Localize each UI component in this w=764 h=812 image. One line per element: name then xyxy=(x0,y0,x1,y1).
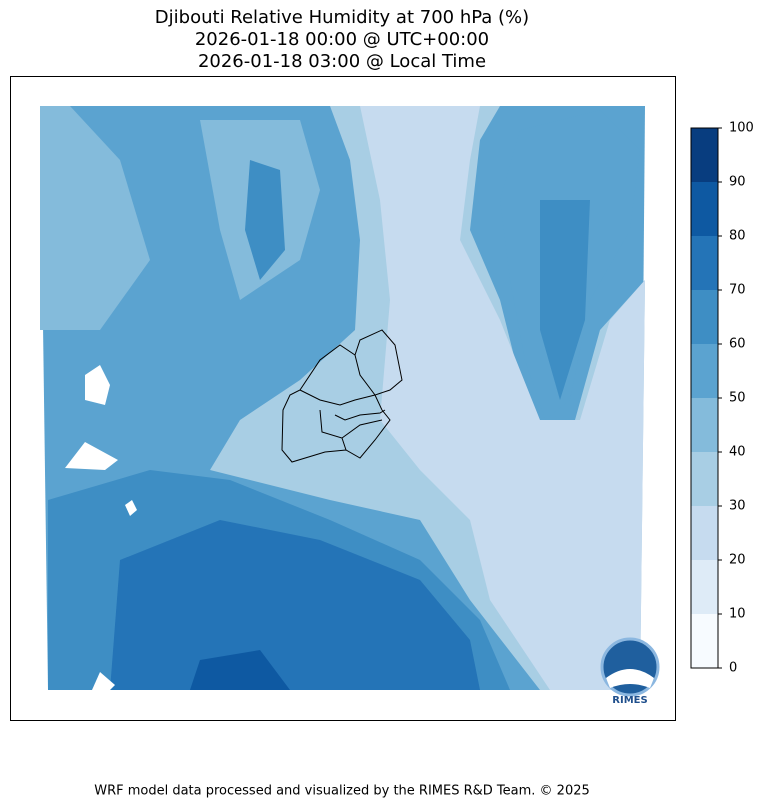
colorbar: 0 10 20 30 40 50 60 70 80 90 100 xyxy=(691,121,754,676)
colorbar-bin xyxy=(691,614,718,668)
colorbar-bin xyxy=(691,398,718,452)
colorbar-bin xyxy=(691,290,718,344)
djibouti-borders xyxy=(281,329,403,463)
colorbar-tick-label: 20 xyxy=(729,553,746,568)
colorbar-bin xyxy=(691,560,718,614)
logo-text: RIMES xyxy=(612,695,647,706)
colorbar-bin xyxy=(691,344,718,398)
colorbar-frame xyxy=(690,127,719,669)
colorbar-tick-label: 70 xyxy=(729,283,746,298)
colorbar-tick-label: 10 xyxy=(729,607,746,622)
colorbar-tick-label: 60 xyxy=(729,337,746,352)
colorbar-tick-label: 80 xyxy=(729,229,746,244)
colorbar-bin xyxy=(691,182,718,236)
colorbar-bin xyxy=(691,452,718,506)
humidity-field xyxy=(40,106,645,690)
colorbar-bin xyxy=(691,128,718,182)
logo: RIMES xyxy=(600,637,660,706)
title-line: 2026-01-18 03:00 @ Local Time xyxy=(198,51,486,72)
title-line: 2026-01-18 00:00 @ UTC+00:00 xyxy=(195,29,489,50)
footer: WRF model data processed and visualized … xyxy=(94,784,590,799)
colorbar-bin xyxy=(691,236,718,290)
colorbar-bin xyxy=(691,506,718,560)
colorbar-tick-label: 40 xyxy=(729,445,746,460)
colorbar-tick-label: 100 xyxy=(729,121,754,136)
colorbar-tick-label: 0 xyxy=(729,661,737,676)
colorbar-tick-label: 30 xyxy=(729,499,746,514)
title-line: Djibouti Relative Humidity at 700 hPa (%… xyxy=(155,7,529,28)
colorbar-tick-label: 50 xyxy=(729,391,746,406)
colorbar-tick-label: 90 xyxy=(729,175,746,190)
